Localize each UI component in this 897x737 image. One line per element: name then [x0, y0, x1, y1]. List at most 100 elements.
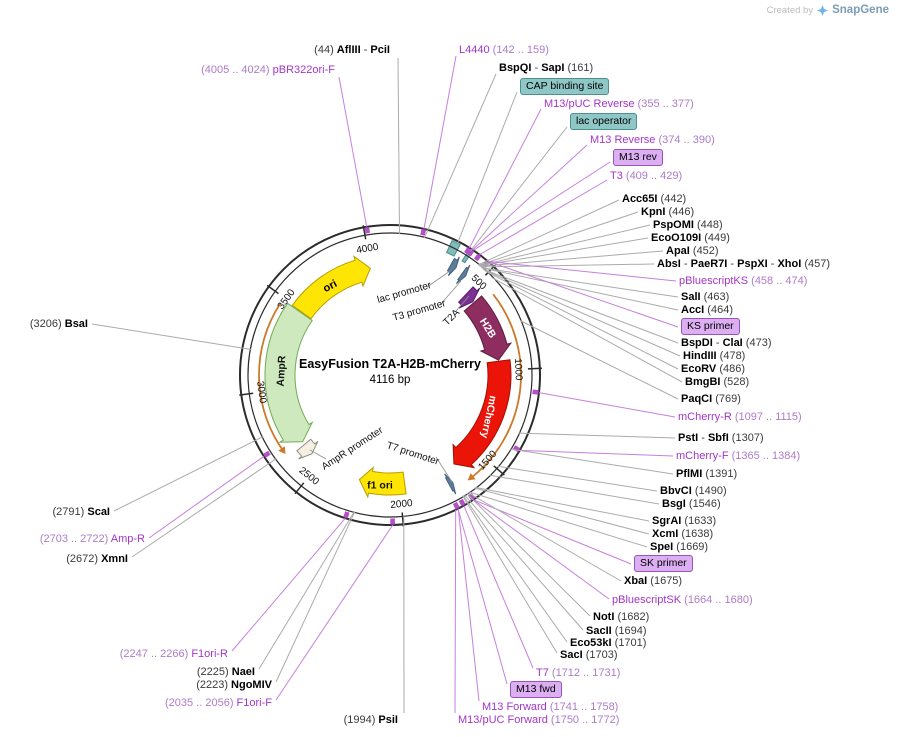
label-lac-operator[interactable]: lac operator — [570, 113, 638, 130]
label-pstI-sbfI[interactable]: PstI - SbfI (1307) — [678, 431, 764, 445]
label-naeI[interactable]: (2225) NaeI — [197, 665, 255, 679]
label-aflIII-pciI[interactable]: (44) AflIII - PciI — [314, 43, 390, 57]
feature-label-f1-ori: f1 ori — [367, 480, 393, 492]
leader-t7 — [463, 505, 534, 669]
feature-t2a[interactable] — [457, 286, 481, 309]
label-absI-paeR7I-pspXI-xhoI[interactable]: AbsI - PaeR7I - PspXI - XhoI (457) — [657, 257, 830, 271]
label-ecoO109I[interactable]: EcoO109I (449) — [651, 231, 730, 245]
primer-mark-7[interactable] — [467, 493, 476, 501]
primer-name: M13/pUC Reverse — [544, 98, 635, 110]
primer-mark-13[interactable] — [364, 227, 370, 234]
label-hindIII[interactable]: HindIII (478) — [683, 349, 745, 363]
feature-ampr-promoter[interactable] — [296, 438, 319, 460]
label-m13-puc-forward[interactable]: M13/pUC Forward (1750 .. 1772) — [458, 713, 619, 727]
label-kpnI[interactable]: KpnI (446) — [641, 205, 694, 219]
label-ks-primer[interactable]: KS primer — [681, 318, 740, 335]
label-bspdI-claI[interactable]: BspDI - ClaI (473) — [681, 336, 772, 350]
label-t3[interactable]: T3 (409 .. 429) — [610, 169, 682, 183]
primer-mark-8[interactable] — [458, 498, 466, 507]
label-notI[interactable]: NotI (1682) — [593, 610, 649, 624]
primer-mark-12[interactable] — [263, 450, 271, 458]
primer-mark-0[interactable] — [420, 228, 427, 236]
label-sk-primer[interactable]: SK primer — [634, 555, 693, 572]
position-text: (4005 .. 4024) — [201, 64, 273, 76]
label-ngoMIV[interactable]: (2223) NgoMIV — [196, 678, 272, 692]
primer-mark-1[interactable] — [464, 247, 472, 255]
enzyme-name: XmnI — [101, 553, 128, 565]
primer-mark-5[interactable] — [532, 389, 539, 395]
label-speI[interactable]: SpeI (1669) — [650, 540, 708, 554]
label-f1ori-r[interactable]: (2247 .. 2266) F1ori-R — [120, 647, 228, 661]
label-mcherry-r[interactable]: mCherry-R (1097 .. 1115) — [678, 410, 802, 424]
feature-f1-ori[interactable] — [358, 466, 407, 499]
label-amp-r[interactable]: (2703 .. 2722) Amp-R — [40, 532, 145, 546]
position-text: (458 .. 474) — [748, 275, 808, 287]
feature-label-leader-4 — [309, 449, 327, 460]
label-psiI[interactable]: (1994) PsiI — [344, 713, 398, 727]
enzyme-name: SalI — [681, 291, 701, 303]
feature-mcherry[interactable] — [452, 359, 512, 469]
label-pflMI[interactable]: PflMI (1391) — [676, 467, 737, 481]
feature-ampr[interactable] — [264, 302, 314, 443]
label-l4440[interactable]: L4440 (142 .. 159) — [459, 43, 549, 57]
label-paqCI[interactable]: PaqCI (769) — [681, 392, 741, 406]
label-bbvCI[interactable]: BbvCI (1490) — [660, 484, 727, 498]
position-text: (355 .. 377) — [634, 98, 694, 110]
primer-mark-10[interactable] — [390, 518, 395, 525]
label-apaI[interactable]: ApaI (452) — [666, 244, 719, 258]
label-xcmI[interactable]: XcmI (1638) — [652, 527, 713, 541]
label-bsgI[interactable]: BsgI (1546) — [662, 497, 721, 511]
label-sacI[interactable]: SacI (1703) — [560, 648, 618, 662]
label-m13-rev[interactable]: M13 rev — [613, 149, 663, 166]
leader-bmgbI — [491, 276, 683, 383]
enzyme-name: KpnI — [641, 206, 666, 218]
label-m13-reverse[interactable]: M13 Reverse (374 .. 390) — [590, 133, 715, 147]
feature-t7-promoter[interactable] — [444, 473, 457, 495]
feature-t3-promoter[interactable] — [455, 264, 471, 284]
label-bsaI[interactable]: (3206) BsaI — [30, 317, 88, 331]
leader-notI — [466, 493, 591, 617]
position-text: (2035 .. 2056) — [164, 697, 237, 709]
enzyme-name: SacII — [586, 625, 612, 637]
enzyme-name: BspDI — [681, 337, 713, 349]
primer-mark-3[interactable] — [473, 253, 482, 262]
label-t7[interactable]: T7 (1712 .. 1731) — [536, 666, 620, 680]
label-xmnI[interactable]: (2672) XmnI — [66, 552, 128, 566]
label-bspqI-sapI[interactable]: BspQI - SapI (161) — [499, 61, 593, 75]
label-pspOMI[interactable]: PspOMI (448) — [653, 218, 723, 232]
primer-mark-11[interactable] — [343, 511, 350, 519]
enzyme-name: PstI — [678, 432, 699, 444]
label-cap-binding-site[interactable]: CAP binding site — [520, 78, 610, 95]
label-ecoRV[interactable]: EcoRV (486) — [681, 362, 745, 376]
label-pbluescriptsk[interactable]: pBluescriptSK (1664 .. 1680) — [612, 593, 753, 607]
label-m13-forward[interactable]: M13 Forward (1741 .. 1758) — [482, 700, 618, 714]
label-salI[interactable]: SalI (463) — [681, 290, 729, 304]
position-text: - — [727, 258, 738, 270]
label-pbluescriptks[interactable]: pBluescriptKS (458 .. 474) — [679, 274, 807, 288]
leader-m13-fwd — [457, 508, 508, 685]
label-eco53kI[interactable]: Eco53kI (1701) — [570, 636, 646, 650]
label-acc65I[interactable]: Acc65I (442) — [622, 192, 686, 206]
label-sacII[interactable]: SacII (1694) — [586, 624, 647, 638]
label-accI[interactable]: AccI (464) — [681, 303, 733, 317]
primer-mark-2[interactable] — [467, 248, 475, 257]
label-bmgbI[interactable]: BmgBI (528) — [685, 375, 749, 389]
feature-lac-promoter[interactable] — [446, 256, 460, 277]
enzyme-name: EcoO109I — [651, 232, 702, 244]
label-m13-fwd[interactable]: M13 fwd — [510, 681, 562, 698]
leader-sacI — [462, 495, 558, 654]
feature-h2b[interactable] — [463, 295, 513, 361]
label-xbaI[interactable]: XbaI (1675) — [624, 574, 682, 588]
position-text: (769) — [712, 393, 741, 405]
label-f1ori-f[interactable]: (2035 .. 2056) F1ori-F — [165, 696, 272, 710]
label-m13-puc-reverse[interactable]: M13/pUC Reverse (355 .. 377) — [544, 97, 694, 111]
feature-ori[interactable] — [291, 255, 372, 320]
label-sgrAI[interactable]: SgrAI (1633) — [652, 514, 716, 528]
label-pbr322ori-f[interactable]: (4005 .. 4024) pBR322ori-F — [201, 63, 335, 77]
position-text: (448) — [693, 219, 723, 231]
label-scaI[interactable]: (2791) ScaI — [53, 505, 111, 519]
position-text: (1391) — [702, 468, 738, 480]
position-text: (1097 .. 1115) — [731, 411, 802, 423]
primer-mark-9[interactable] — [452, 501, 460, 510]
label-mcherry-f[interactable]: mCherry-F (1365 .. 1384) — [676, 449, 800, 463]
